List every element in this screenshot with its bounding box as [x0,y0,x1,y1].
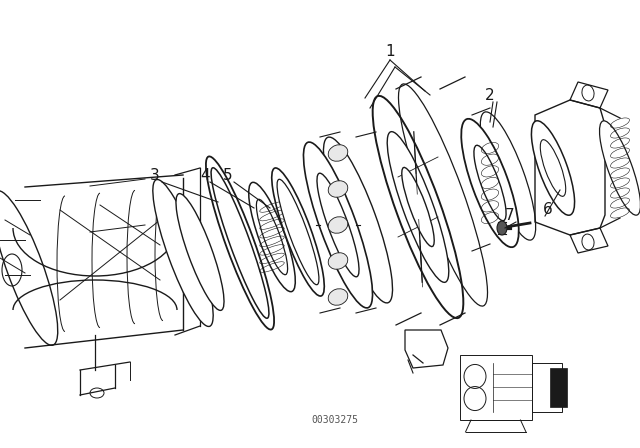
Ellipse shape [317,173,359,277]
Ellipse shape [328,181,348,197]
Ellipse shape [328,289,348,305]
Ellipse shape [600,121,640,215]
Ellipse shape [497,221,507,235]
Bar [460,355,531,420]
Ellipse shape [402,168,434,246]
Text: 2: 2 [485,87,495,103]
Ellipse shape [531,121,575,215]
Text: 4: 4 [200,168,210,182]
Ellipse shape [328,145,348,161]
Ellipse shape [461,119,519,247]
Ellipse shape [328,217,348,233]
Ellipse shape [153,180,213,327]
Ellipse shape [257,199,287,275]
Bar [550,368,566,407]
Text: 6: 6 [543,202,553,217]
Text: 5: 5 [223,168,233,182]
Ellipse shape [303,142,372,308]
Ellipse shape [387,132,449,282]
Ellipse shape [272,168,324,296]
Ellipse shape [540,140,566,196]
Ellipse shape [328,253,348,269]
Ellipse shape [211,168,269,318]
Ellipse shape [176,194,224,310]
Text: 7: 7 [505,207,515,223]
Text: 1: 1 [385,44,395,60]
Text: 00303275: 00303275 [312,415,358,425]
Ellipse shape [277,179,319,285]
Ellipse shape [249,182,295,292]
Ellipse shape [474,145,506,221]
Bar [531,363,563,412]
Text: 3: 3 [150,168,160,182]
